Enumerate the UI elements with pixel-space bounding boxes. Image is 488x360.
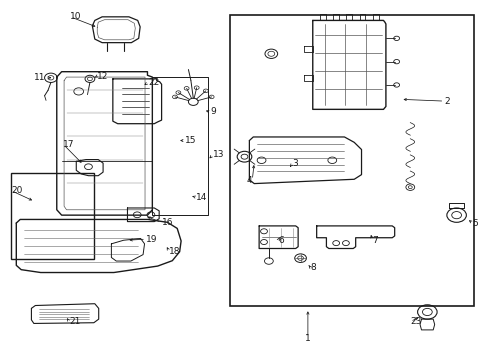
Text: 17: 17 xyxy=(63,140,75,149)
Text: 13: 13 xyxy=(212,150,224,159)
Text: 6: 6 xyxy=(278,236,284,245)
Text: 12: 12 xyxy=(97,72,108,81)
Text: 5: 5 xyxy=(472,219,477,228)
Text: 14: 14 xyxy=(195,193,207,202)
Text: 7: 7 xyxy=(371,236,377,245)
Text: 15: 15 xyxy=(184,136,196,145)
Text: 21: 21 xyxy=(69,317,80,326)
Bar xyxy=(11,173,94,259)
Text: 16: 16 xyxy=(161,218,173,227)
Text: 22: 22 xyxy=(148,78,159,87)
Text: 10: 10 xyxy=(70,12,82,21)
Text: 2: 2 xyxy=(444,96,449,105)
Bar xyxy=(229,15,473,306)
Text: 18: 18 xyxy=(168,247,180,256)
Text: 9: 9 xyxy=(210,107,216,116)
Text: 20: 20 xyxy=(11,186,23,195)
Text: 8: 8 xyxy=(310,264,316,273)
Text: 4: 4 xyxy=(246,176,252,185)
Text: 11: 11 xyxy=(34,73,45,82)
Text: 3: 3 xyxy=(292,159,297,168)
Text: 19: 19 xyxy=(146,235,157,244)
Text: 23: 23 xyxy=(409,317,421,326)
Text: 1: 1 xyxy=(305,334,310,343)
